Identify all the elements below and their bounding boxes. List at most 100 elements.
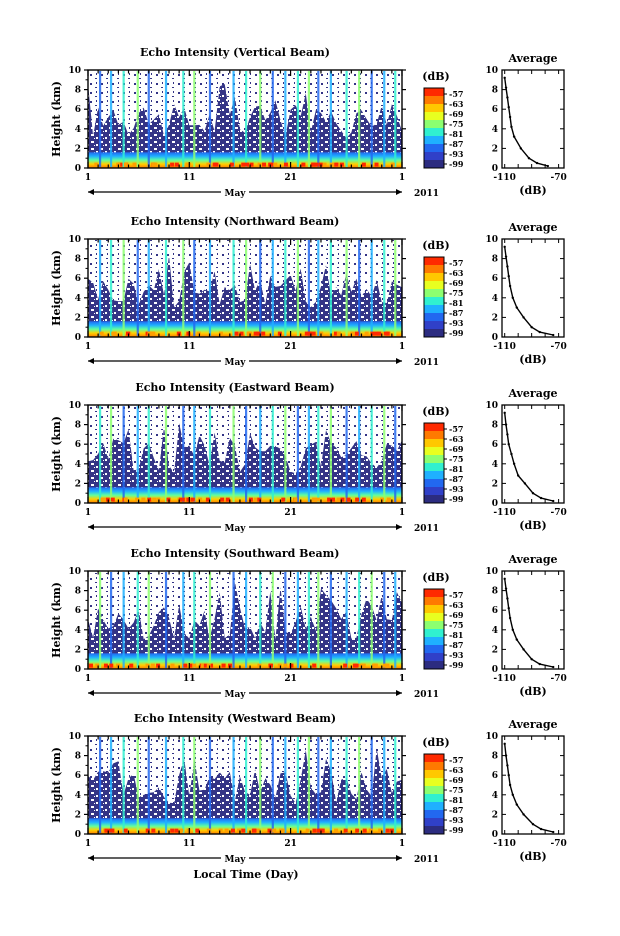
- rain-stripe: [259, 406, 262, 502]
- x-tick-label: 1: [399, 342, 405, 352]
- y-tick-label: 2: [75, 313, 81, 323]
- colorbar-segment: [424, 112, 444, 121]
- strong-echo-cell: [386, 497, 391, 502]
- month-label-backdrop: [221, 356, 249, 366]
- x-tick-label: 11: [183, 173, 196, 183]
- average-profile-point: [503, 577, 506, 581]
- average-y-tick-label: 10: [485, 401, 498, 411]
- colorbar-segment: [424, 439, 444, 448]
- average-profile-point: [538, 330, 541, 334]
- strong-echo-cell: [355, 497, 360, 502]
- month-label-backdrop: [221, 853, 249, 863]
- rain-stripe: [147, 71, 150, 167]
- colorbar-tick-label: -63: [449, 434, 464, 444]
- average-y-tick-label: 4: [492, 460, 498, 470]
- strong-echo-cell: [189, 663, 194, 668]
- rain-stripe: [383, 572, 386, 668]
- arrow-head-left: [88, 855, 94, 861]
- colorbar-tick-label: -57: [449, 590, 463, 600]
- colorbar-segment: [424, 770, 444, 779]
- average-y-tick-label: 6: [492, 274, 498, 284]
- strong-echo-cell: [352, 663, 357, 668]
- rain-stripe: [345, 406, 348, 502]
- strong-echo-cell: [361, 162, 366, 167]
- colorbar: (dB)-57-63-69-75-81-87-93-99: [422, 239, 464, 338]
- strong-echo-cell: [241, 162, 246, 167]
- rain-stripe: [182, 737, 185, 833]
- average-profile-point: [506, 433, 509, 436]
- strong-echo-cell: [156, 497, 161, 502]
- average-x-tick-label: -110: [493, 508, 516, 518]
- strong-echo-cell: [272, 828, 277, 833]
- y-axis-label: Height (km): [50, 81, 63, 157]
- rain-stripe: [317, 737, 320, 833]
- heatmap-field: [88, 571, 402, 669]
- panel-title: Echo Intensity (Eastward Beam): [135, 381, 334, 394]
- colorbar-tick-label: -75: [449, 785, 463, 795]
- average-profile-point: [503, 76, 506, 80]
- arrow-head-left: [88, 189, 94, 195]
- rain-stripe: [208, 572, 212, 668]
- strong-echo-cell: [88, 663, 93, 668]
- average-profile-point: [515, 803, 519, 806]
- colorbar-tick-label: -63: [449, 600, 464, 610]
- strong-echo-cell: [212, 162, 217, 167]
- panel-2: Echo Intensity (Northward Beam)1 11 21 1024…: [50, 215, 567, 368]
- rain-stripe: [182, 572, 185, 668]
- average-x-label: (dB): [519, 850, 546, 863]
- year-label: 2011: [414, 524, 439, 534]
- colorbar-tick-label: -99: [449, 159, 464, 169]
- average-profile-point: [510, 452, 513, 456]
- colorbar-unit: (dB): [422, 239, 449, 252]
- strong-echo-cell: [95, 663, 100, 668]
- average-y-tick-label: 8: [492, 255, 498, 265]
- y-axis-label: Height (km): [50, 416, 63, 492]
- rain-stripe: [296, 406, 300, 502]
- average-profile-point: [511, 296, 514, 299]
- colorbar-segment: [424, 160, 444, 169]
- strong-echo-cell: [141, 497, 146, 502]
- average-y-tick-label: 2: [492, 313, 498, 323]
- average-profile-point: [538, 662, 541, 666]
- colorbar-segment: [424, 826, 444, 835]
- rain-stripe: [147, 572, 150, 668]
- rain-stripe: [307, 572, 310, 668]
- rain-stripe: [296, 240, 300, 336]
- colorbar-segment: [424, 589, 444, 598]
- average-frame: [501, 404, 565, 504]
- rain-stripe: [329, 406, 332, 502]
- average-profile-point: [504, 255, 508, 258]
- rain-stripe: [164, 240, 168, 336]
- average-y-tick-label: 6: [492, 105, 498, 115]
- strong-echo-cell: [378, 828, 383, 833]
- rain-stripe: [136, 737, 139, 833]
- y-tick-label: 8: [75, 86, 81, 96]
- rain-stripe: [271, 71, 274, 167]
- average-x-label: (dB): [519, 184, 546, 197]
- rain-stripe: [109, 406, 113, 502]
- strong-echo-cell: [221, 663, 226, 668]
- strong-echo-cell: [311, 331, 316, 336]
- x-tick-label: 1: [85, 342, 91, 352]
- strong-echo-cell: [170, 162, 175, 167]
- rain-stripe: [136, 240, 139, 336]
- colorbar-tick-label: -93: [449, 650, 464, 660]
- average-profile: Average 0 2 4 6 8 10 -110 -70 (dB): [485, 387, 566, 532]
- colorbar-segment: [424, 313, 444, 322]
- rain-stripe: [296, 71, 300, 167]
- strong-echo-cell: [145, 663, 150, 668]
- colorbar-segment: [424, 136, 444, 145]
- average-profile-point: [507, 774, 510, 777]
- y-tick-label: 0: [75, 830, 81, 840]
- strong-echo-cell: [316, 828, 321, 833]
- average-profile: Average 0 2 4 6 8 10 -110 -70 (dB): [485, 221, 566, 366]
- rain-stripe: [245, 572, 248, 668]
- strong-echo-cell: [225, 497, 230, 502]
- rain-stripe: [271, 737, 274, 833]
- colorbar: (dB)-57-63-69-75-81-87-93-99: [422, 405, 464, 504]
- strong-echo-cell: [245, 162, 250, 167]
- colorbar-segment: [424, 265, 444, 274]
- colorbar-frame: [423, 87, 445, 169]
- average-y-tick-label: 2: [492, 479, 498, 489]
- strong-echo-cell: [283, 162, 288, 167]
